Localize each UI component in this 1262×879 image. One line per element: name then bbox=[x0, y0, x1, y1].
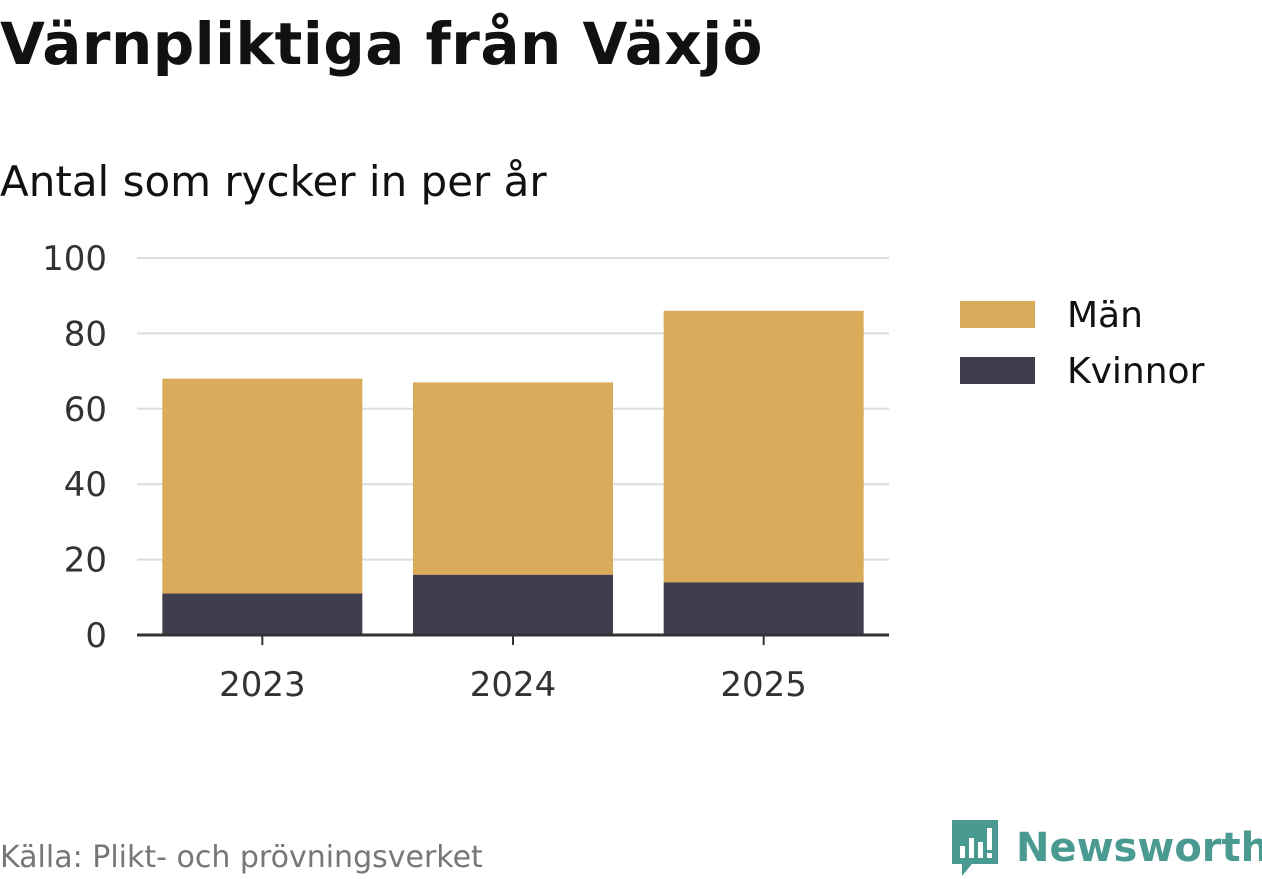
y-tick-label-100: 100 bbox=[42, 239, 107, 279]
bar-2024-män bbox=[413, 382, 613, 575]
bars bbox=[162, 310, 864, 635]
y-tick-label-60: 60 bbox=[64, 390, 107, 430]
chart-subtitle: Antal som rycker in per år bbox=[0, 157, 547, 206]
brand-logo: Newsworthy bbox=[950, 818, 1262, 878]
y-tick-label-80: 80 bbox=[64, 314, 107, 354]
chart-title: Värnpliktiga från Växjö bbox=[0, 10, 764, 78]
bar-chart-speech-icon bbox=[952, 820, 998, 876]
bar-2023-kvinnor bbox=[162, 593, 363, 635]
legend: Män Kvinnor bbox=[960, 295, 1205, 392]
brand-name: Newsworthy bbox=[1016, 825, 1262, 871]
x-tick-label-2023: 2023 bbox=[219, 665, 306, 705]
source-note: Källa: Plikt- och prövningsverket bbox=[0, 840, 483, 875]
y-tick-label-20: 20 bbox=[64, 541, 107, 581]
x-tick-label-2025: 2025 bbox=[720, 665, 807, 705]
bar-2025-kvinnor bbox=[663, 582, 864, 635]
y-tick-label-0: 0 bbox=[85, 616, 107, 656]
legend-label-kvinnor: Kvinnor bbox=[1067, 351, 1205, 392]
axes: 0 20 40 60 80 100 2023 2024 2025 bbox=[42, 239, 889, 705]
y-tick-label-40: 40 bbox=[64, 465, 107, 505]
legend-swatch-kvinnor bbox=[960, 357, 1035, 384]
x-tick-label-2024: 2024 bbox=[470, 665, 557, 705]
bar-2023-män bbox=[162, 378, 363, 594]
bar-2024-kvinnor bbox=[413, 574, 613, 635]
bar-2025-män bbox=[663, 310, 864, 583]
legend-swatch-män bbox=[960, 301, 1035, 328]
legend-label-män: Män bbox=[1067, 295, 1143, 336]
